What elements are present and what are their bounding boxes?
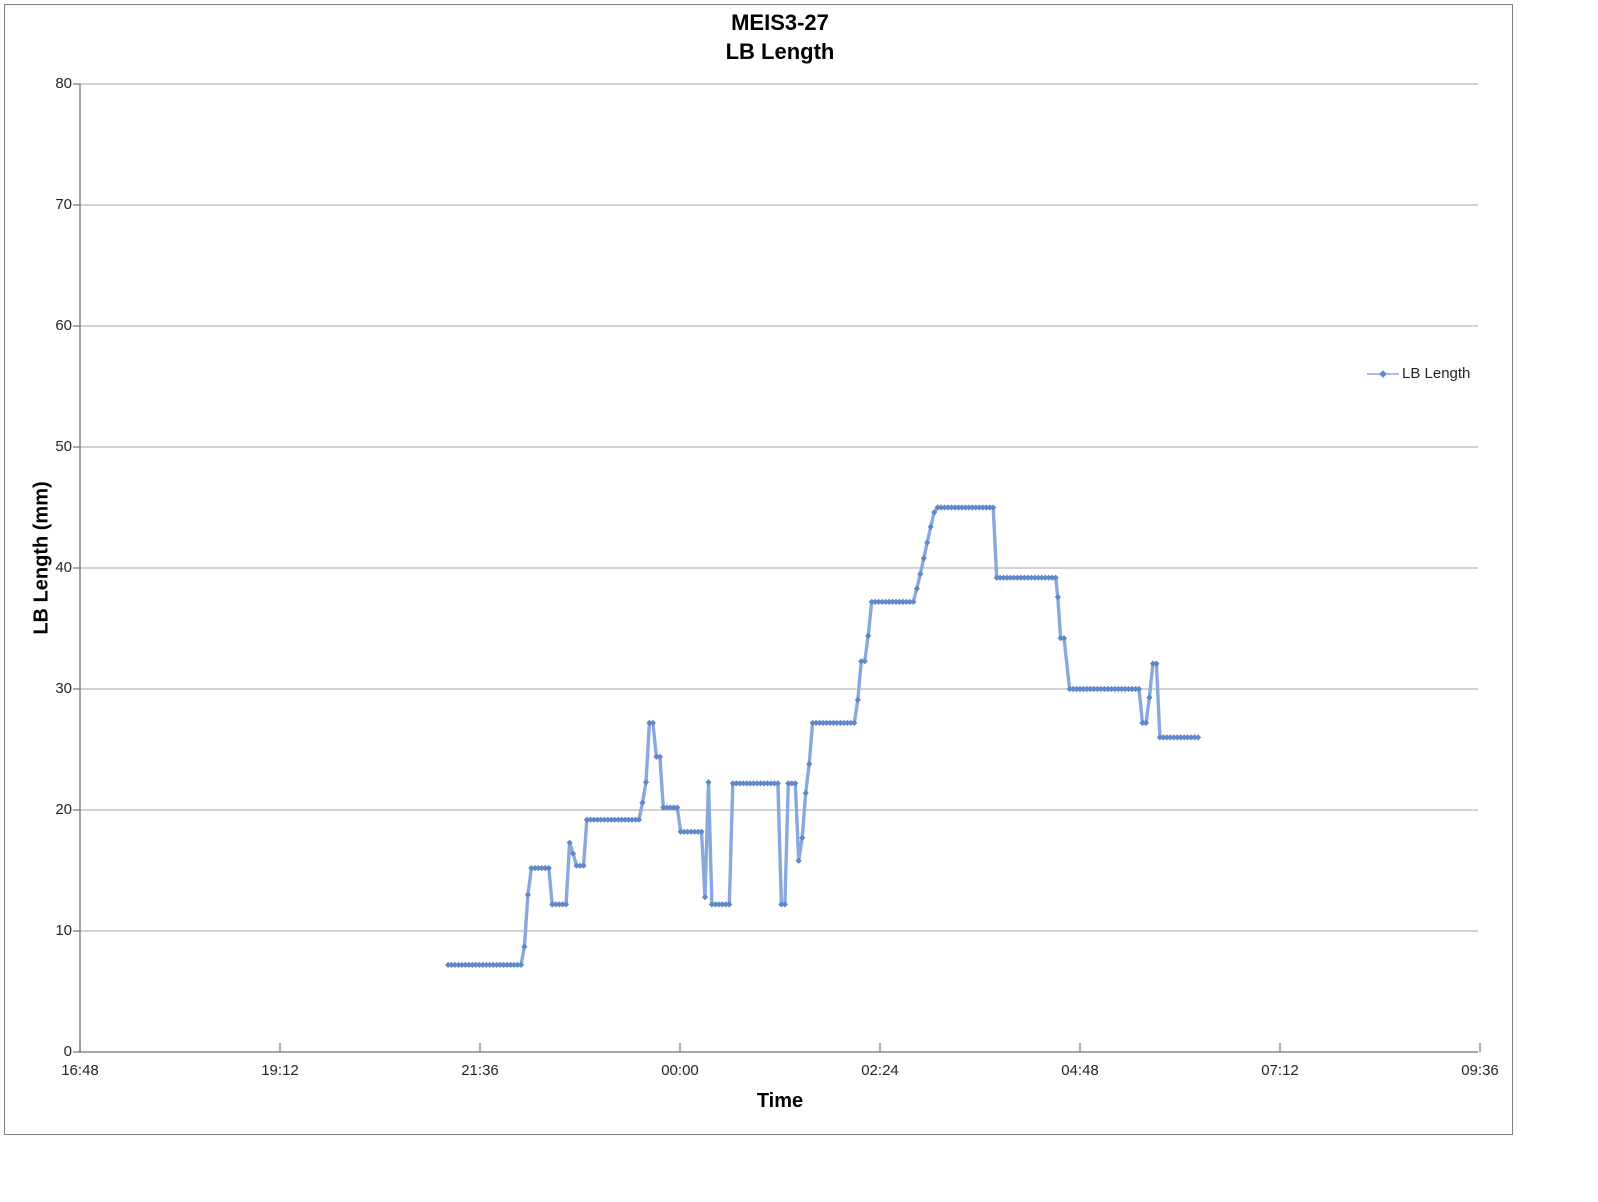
y-tick-label: 60 xyxy=(55,317,72,334)
y-tick-label: 0 xyxy=(63,1043,72,1060)
x-tick-label: 00:00 xyxy=(661,1062,699,1079)
legend: LB Length xyxy=(1367,365,1470,382)
y-tick-label: 80 xyxy=(55,75,72,92)
x-tick-label: 07:12 xyxy=(1261,1062,1299,1079)
y-tick-label: 20 xyxy=(55,801,72,818)
y-tick-label: 30 xyxy=(55,680,72,697)
x-tick-label: 02:24 xyxy=(861,1062,899,1079)
y-tick-label: 70 xyxy=(55,196,72,213)
legend-line-marker-icon xyxy=(1367,369,1399,378)
chart-title-line1: MEIS3-27 xyxy=(731,10,829,35)
series-line xyxy=(446,505,1200,967)
x-tick-label: 16:48 xyxy=(61,1062,99,1079)
x-tick-label: 19:12 xyxy=(261,1062,299,1079)
chart-area-border xyxy=(4,4,1513,1135)
legend-label: LB Length xyxy=(1402,365,1471,382)
x-tick-label: 21:36 xyxy=(461,1062,499,1079)
series-markers xyxy=(445,504,1202,968)
chart-title-line2: LB Length xyxy=(725,39,835,64)
y-tick-label: 50 xyxy=(55,438,72,455)
x-tick-label: 04:48 xyxy=(1061,1062,1099,1079)
x-axis-title: Time xyxy=(756,1090,804,1112)
x-tick-label: 09:36 xyxy=(1461,1062,1499,1079)
chart-title: MEIS3-27 LB Length xyxy=(80,8,1480,66)
y-tick-label: 40 xyxy=(55,559,72,576)
y-tick-label: 10 xyxy=(55,922,72,939)
